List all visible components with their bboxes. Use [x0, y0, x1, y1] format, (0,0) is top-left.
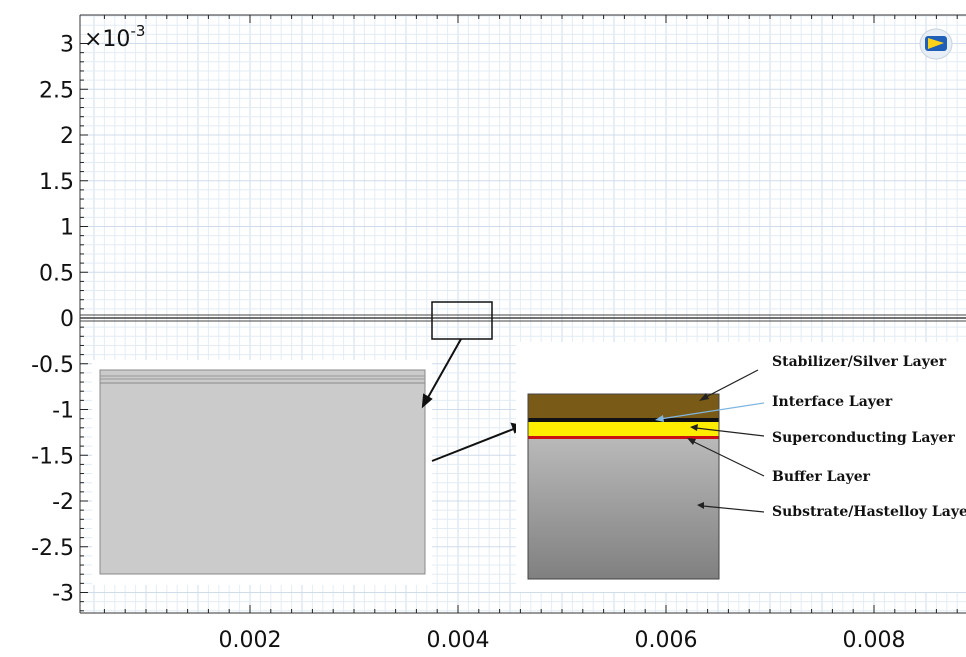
- tape-geometry[interactable]: [80, 314, 966, 322]
- zoom-inset-panel: [92, 360, 432, 585]
- interface-layer: [528, 418, 719, 422]
- exponent-base: ×10: [84, 27, 130, 52]
- y-axis: 3 2.5 2 1.5 1 0.5 0 -0.5 -1 -1.5 -2 -2.5 -3: [31, 33, 88, 612]
- y-tick-label: -0.5: [31, 353, 74, 378]
- stabilizer-layer: [528, 394, 719, 418]
- y-tick-label: 0.5: [39, 261, 74, 286]
- y-tick-label: 1.5: [39, 170, 74, 195]
- superconducting-layer: [528, 422, 719, 436]
- y-tick-label: -2.5: [31, 536, 74, 561]
- label-buffer: Buffer Layer: [772, 469, 871, 485]
- exponent-power: -3: [130, 22, 145, 40]
- x-tick-label: 0.002: [219, 628, 282, 653]
- substrate-layer: [528, 439, 719, 579]
- y-tick-label: -3: [52, 582, 74, 607]
- label-substrate: Substrate/Hastelloy Layer: [772, 504, 966, 520]
- y-tick-label: -2: [52, 490, 74, 515]
- label-interface: Interface Layer: [772, 394, 893, 410]
- buffer-layer: [528, 436, 719, 439]
- zoom-arrows: [421, 338, 525, 462]
- zoom-selection-box[interactable]: [431, 301, 493, 340]
- label-superconducting: Superconducting Layer: [772, 430, 955, 446]
- x-tick-label: 0.004: [427, 628, 490, 653]
- zoomed-tape-cross-section: [99, 369, 426, 575]
- y-tick-label: 2.5: [39, 78, 74, 103]
- label-arrows: [655, 369, 765, 513]
- y-tick-label: 2: [60, 124, 74, 149]
- y-tick-label: 3: [60, 33, 74, 58]
- y-tick-label: -1.5: [31, 444, 74, 469]
- y-tick-label: 0: [60, 307, 74, 332]
- x-axis: 0.002 0.004 0.006 0.008: [103, 15, 958, 653]
- label-stabilizer: Stabilizer/Silver Layer: [772, 354, 947, 370]
- comsol-logo-icon[interactable]: [919, 28, 953, 60]
- axis-exponent-label: ×10-3: [84, 22, 145, 52]
- x-tick-label: 0.008: [843, 628, 906, 653]
- axes-frame: [79, 14, 966, 614]
- x-tick-label: 0.006: [635, 628, 698, 653]
- y-tick-label: 1: [60, 216, 74, 241]
- y-tick-label: -1: [52, 399, 74, 424]
- layer-detail-inset: Stabilizer/Silver Layer Interface Layer …: [516, 342, 966, 592]
